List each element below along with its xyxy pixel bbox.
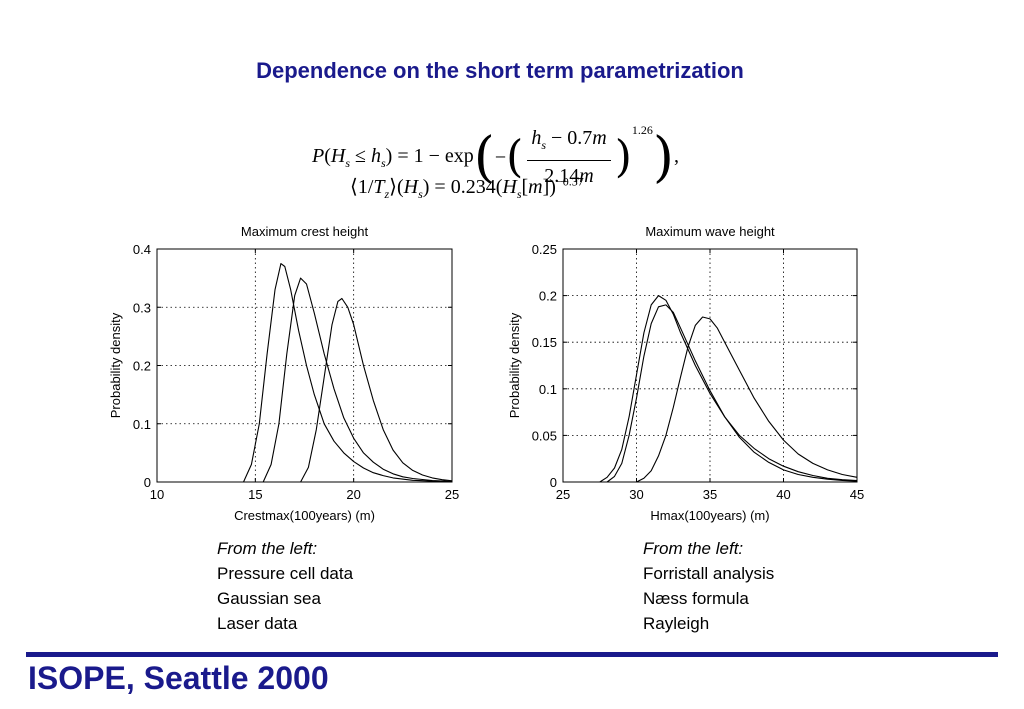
series-line-1 — [242, 263, 453, 483]
caption-left: From the left: Pressure cell data Gaussi… — [217, 536, 353, 636]
y-tick-label: 0.15 — [532, 335, 557, 350]
formula-period: ⟨1/Tz⟩(Hs) = 0.234(Hs[m])−0.37 — [350, 174, 584, 201]
series-line-3 — [636, 316, 858, 483]
caption-right-line: Næss formula — [643, 589, 749, 608]
f2-sub-s2: s — [516, 187, 522, 201]
num-m: m — [592, 127, 607, 150]
caption-left-line: Laser data — [217, 614, 298, 633]
formula-exponent: 1.26 — [631, 123, 653, 137]
footer-rule — [26, 652, 998, 657]
y-tick-label: 0 — [144, 475, 151, 490]
f2-m: m — [528, 176, 543, 198]
num-h: h — [531, 127, 542, 150]
y-tick-label: 0.3 — [133, 300, 151, 315]
caption-right-line: Rayleigh — [643, 614, 710, 633]
y-tick-label: 0.05 — [532, 428, 557, 443]
formula-sub-s2: s — [381, 156, 386, 170]
paren-inner-right: ) — [614, 131, 632, 183]
f2-H: H — [403, 176, 419, 198]
f2-one-over: 1/ — [357, 176, 374, 198]
x-axis-label: Crestmax(100years) (m) — [234, 508, 375, 523]
f2-exponent: −0.37 — [555, 174, 584, 189]
series-line-2 — [606, 304, 858, 483]
x-axis-label: Hmax(100years) (m) — [650, 508, 769, 523]
f2-sub-s: s — [418, 187, 423, 201]
formula-fraction: hs − 0.7m 2.14m — [527, 125, 611, 189]
y-tick-label: 0 — [550, 475, 557, 490]
x-tick-label: 45 — [850, 487, 864, 502]
caption-right-line: Forristall analysis — [643, 564, 775, 583]
slide-title: Dependence on the short term parametriza… — [256, 58, 744, 83]
formula-H: H — [330, 145, 346, 167]
formula-eq-rhs: ) = 1 − exp — [385, 145, 474, 167]
f2-T: T — [373, 176, 385, 198]
caption-right-head: From the left: — [643, 539, 744, 558]
y-axis-label: Probability density — [108, 312, 123, 418]
formula-le: ≤ — [355, 145, 366, 167]
caption-right: From the left: Forristall analysis Næss … — [643, 536, 774, 636]
x-tick-label: 40 — [776, 487, 790, 502]
f2-eq: ) = 0.234( — [422, 176, 503, 198]
plot-frame — [156, 248, 453, 483]
x-tick-label: 30 — [629, 487, 643, 502]
caption-left-line: Gaussian sea — [217, 589, 321, 608]
f2-sub-z: z — [384, 187, 390, 201]
x-tick-label: 20 — [346, 487, 360, 502]
formula-sub-s: s — [345, 156, 351, 170]
paren-left: ( — [473, 125, 495, 189]
den-value: 2.14 — [544, 165, 580, 188]
paren-right: ) — [652, 125, 674, 189]
y-tick-label: 0.2 — [539, 289, 557, 304]
y-tick-label: 0.1 — [133, 417, 151, 432]
x-tick-label: 25 — [556, 487, 570, 502]
series-line-3 — [300, 297, 453, 483]
caption-left-head: From the left: — [217, 539, 318, 558]
formula-exceedance: P(Hs ≤ hs) = 1 − exp(−(hs − 0.7m 2.14m)1.… — [312, 123, 679, 189]
paren-inner-left: ( — [506, 131, 524, 183]
footer-text: ISOPE, Seattle 2000 — [28, 660, 329, 696]
x-tick-label: 25 — [445, 487, 459, 502]
y-tick-label: 0.25 — [532, 242, 557, 257]
x-tick-label: 35 — [703, 487, 717, 502]
y-tick-label: 0.4 — [133, 242, 151, 257]
formula-p: P — [312, 145, 325, 167]
f2-H2: H — [502, 176, 517, 198]
x-tick-label: 15 — [248, 487, 262, 502]
chart-title: Maximum crest height — [241, 224, 369, 239]
y-axis-label: Probability density — [507, 312, 522, 418]
caption-left-line: Pressure cell data — [217, 564, 354, 583]
y-tick-label: 0.2 — [133, 359, 151, 374]
num-rest: − 0.7 — [545, 127, 593, 150]
den-m: m — [579, 165, 594, 188]
chart-title: Maximum wave height — [645, 224, 775, 239]
x-tick-label: 10 — [150, 487, 164, 502]
num-sub-s: s — [541, 138, 546, 153]
formula-h: h — [371, 145, 381, 167]
y-tick-label: 0.1 — [539, 382, 557, 397]
series-line-2 — [262, 277, 453, 483]
